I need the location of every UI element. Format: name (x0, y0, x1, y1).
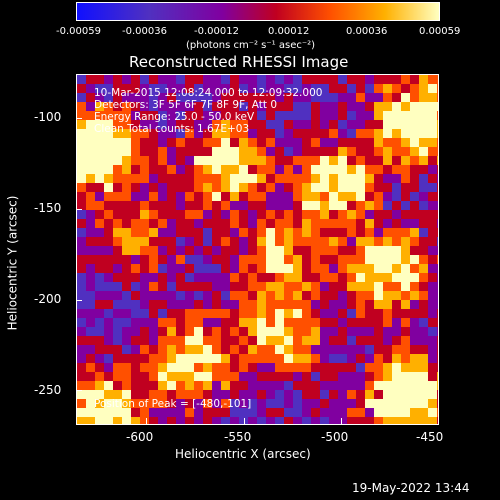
x-tick (244, 418, 245, 424)
y-tick (76, 209, 82, 210)
colorbar-tick-label: -0.00012 (194, 26, 239, 37)
y-tick (76, 390, 82, 391)
colorbar-tick-label: 0.00012 (268, 26, 310, 37)
plot-title: Reconstructed RHESSI Image (129, 53, 349, 71)
x-axis-label: Heliocentric X (arcsec) (175, 447, 311, 461)
y-tick-label: -250 (34, 383, 62, 397)
x-tick-label: -600 (126, 430, 154, 444)
y-tick (76, 118, 82, 119)
colorbar-tick-label: 0.00059 (419, 26, 461, 37)
y-axis-label: Heliocentric Y (arcsec) (5, 195, 20, 331)
rhessi-image (77, 75, 438, 424)
timestamp-footer: 19-May-2022 13:44 (352, 481, 470, 495)
x-tick-label: -550 (224, 430, 252, 444)
y-tick-label: -100 (34, 110, 62, 124)
energy-range-label: Energy Range: 25.0 - 50.0 keV (94, 111, 255, 123)
detectors-label: Detectors: 3F 5F 6F 7F 8F 9F, Att 0 (94, 99, 278, 111)
colorbar-tick-label: -0.00036 (122, 26, 167, 37)
y-tick-label: -200 (34, 292, 62, 306)
time-range-label: 10-Mar-2015 12:08:24.000 to 12:09:32.000 (94, 87, 323, 99)
x-tick (438, 418, 439, 424)
y-tick-label: -150 (34, 201, 62, 215)
x-tick (146, 418, 147, 424)
solar-image-panel: 10-Mar-2015 12:08:24.000 to 12:09:32.000… (76, 74, 439, 425)
x-tick-label: -450 (416, 430, 444, 444)
algorithm-counts-label: Clean Total counts: 1.67E+03 (94, 123, 250, 135)
x-tick (341, 418, 342, 424)
x-tick-label: -500 (321, 430, 349, 444)
colorbar-tick-label: 0.00036 (346, 26, 388, 37)
peak-position-label: Position of Peak = [-480,-101] (94, 398, 252, 410)
colorbar (76, 2, 440, 21)
colorbar-units: (photons cm⁻² s⁻¹ asec⁻²) (186, 40, 316, 51)
colorbar-tick-label: -0.00059 (56, 26, 101, 37)
y-tick (76, 300, 82, 301)
